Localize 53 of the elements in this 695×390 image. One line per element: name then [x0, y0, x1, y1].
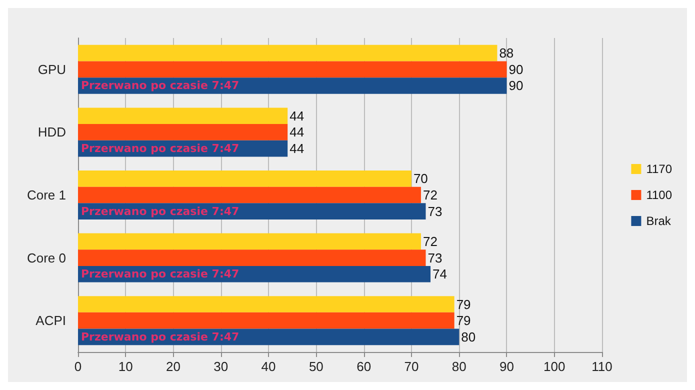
data-label: 90 [508, 62, 524, 77]
bar [78, 233, 421, 250]
data-label: 70 [413, 171, 428, 186]
x-tick-label: 60 [356, 359, 372, 374]
bar [78, 186, 421, 204]
x-tick-label: 10 [118, 359, 133, 374]
y-tick-label: Core 0 [26, 250, 66, 266]
bar [78, 124, 288, 140]
y-tick-label: GPU [38, 62, 66, 77]
y-tick-label: ACPI [36, 313, 66, 328]
annotation: Przerwano po czasie 7:47 [81, 142, 240, 156]
bar [78, 61, 507, 78]
data-label: 72 [422, 234, 438, 249]
bar [78, 296, 454, 312]
x-tick-label: 20 [166, 359, 181, 374]
x-tick-label: 100 [544, 359, 566, 374]
data-label: 44 [290, 141, 304, 156]
data-label: 79 [456, 296, 471, 312]
data-label: 80 [461, 329, 476, 344]
y-tick-label: Core 1 [26, 188, 66, 202]
bar [78, 44, 498, 62]
bar [78, 203, 426, 220]
data-label: 44 [290, 124, 304, 140]
legend-label: 1170 [646, 162, 672, 176]
data-label: 73 [428, 204, 442, 219]
annotation: Przerwano po czasie 7:47 [81, 268, 240, 281]
x-tick-label: 40 [261, 359, 276, 374]
x-tick-label: 70 [404, 359, 419, 374]
data-label: 90 [508, 78, 524, 94]
legend-label: 1100 [646, 188, 672, 202]
data-label: 79 [456, 313, 471, 328]
x-tick-label: 0 [74, 359, 82, 374]
data-label: 72 [422, 188, 438, 202]
x-tick-label: 80 [452, 359, 466, 374]
x-tick-label: 90 [499, 359, 514, 374]
data-label: 73 [428, 250, 442, 266]
annotation: Przerwano po czasie 7:47 [81, 204, 240, 218]
y-tick-label: HDD [38, 124, 66, 140]
bar [78, 266, 431, 282]
x-tick-label: 50 [308, 359, 324, 374]
x-tick-label: 30 [214, 359, 228, 374]
data-label: 74 [432, 266, 447, 282]
legend-label: Brak [646, 214, 672, 228]
bar [78, 250, 426, 266]
annotation: Przerwano po czasie 7:47 [81, 330, 240, 344]
bar [78, 312, 454, 329]
bar [78, 108, 288, 124]
data-label: 44 [290, 108, 304, 124]
annotation: Przerwano po czasie 7:47 [81, 79, 240, 92]
bar [78, 170, 412, 187]
bar [78, 78, 507, 94]
data-label: 88 [499, 46, 514, 61]
x-tick-label: 110 [592, 359, 612, 374]
